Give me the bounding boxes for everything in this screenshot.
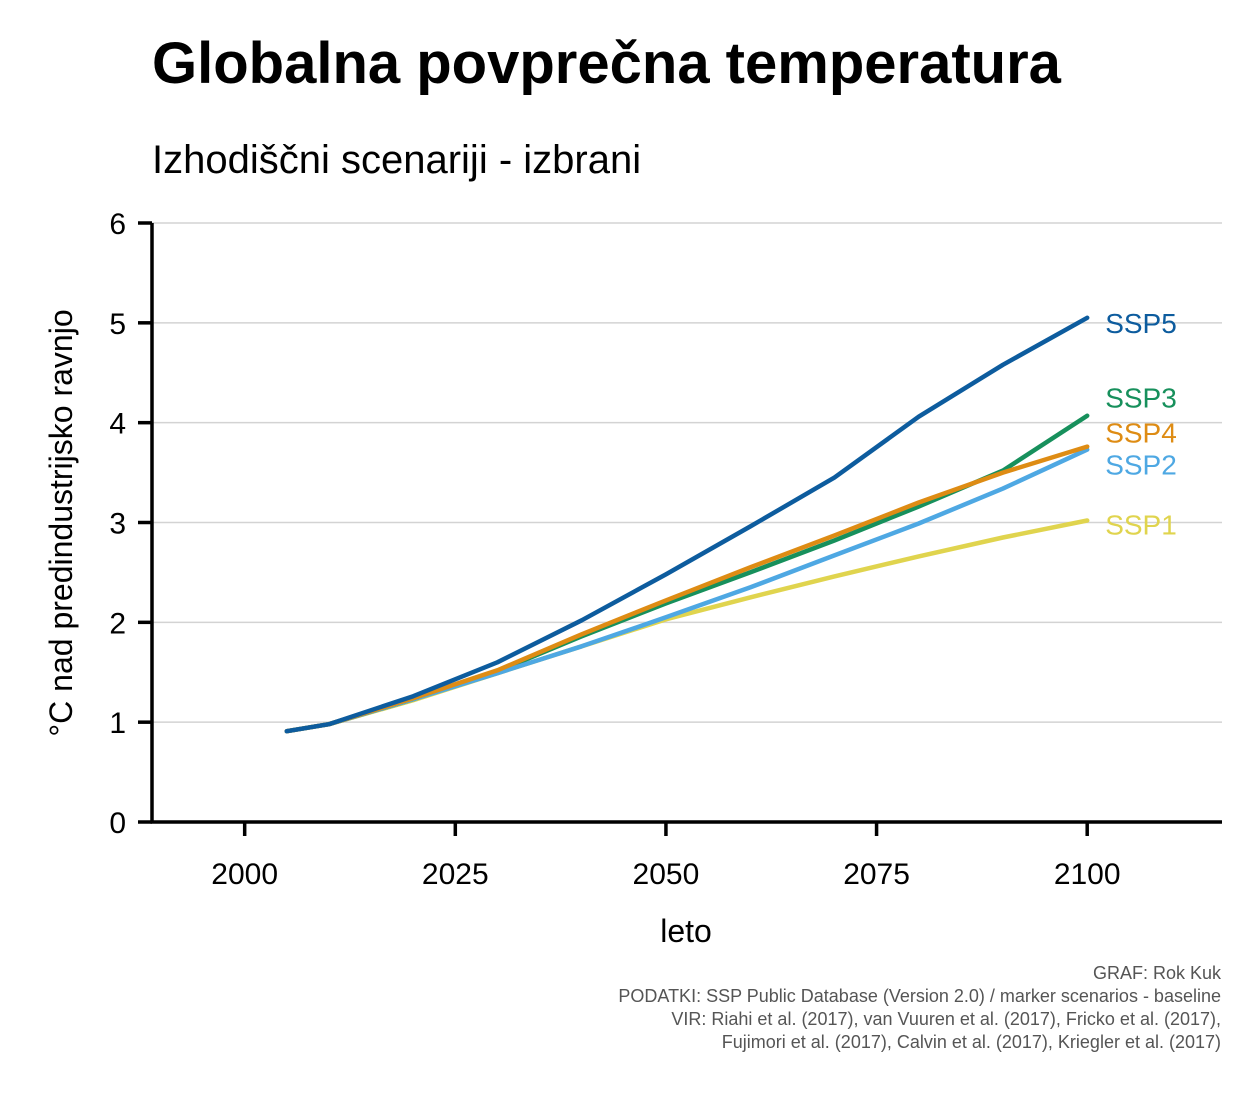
series-label-ssp3: SSP3 [1105, 383, 1177, 414]
x-tick-label-2000: 2000 [211, 858, 278, 891]
chart-subtitle: Izhodiščni scenariji - izbrani [152, 138, 642, 182]
x-tick-label-2100: 2100 [1054, 858, 1121, 891]
credits: GRAF: Rok Kuk PODATKI: SSP Public Databa… [618, 962, 1221, 1054]
y-tick-label-4: 4 [109, 408, 126, 441]
y-axis-label: °C nad predindustrijsko ravnjo [43, 309, 79, 736]
series-label-ssp2: SSP2 [1105, 450, 1177, 481]
y-tick-label-0: 0 [109, 807, 126, 840]
x-tick-label-2050: 2050 [633, 858, 700, 891]
y-tick-label-2: 2 [109, 607, 126, 640]
x-tick-label-2075: 2075 [843, 858, 910, 891]
y-tick-label-1: 1 [109, 707, 126, 740]
y-tick-label-3: 3 [109, 508, 126, 541]
series-line-ssp4 [284, 444, 1090, 734]
credit-source-2: Fujimori et al. (2017), Calvin et al. (2… [721, 1032, 1221, 1052]
series-lines [284, 315, 1090, 734]
chart-title: Globalna povprečna temperatura [152, 31, 1061, 96]
y-tick-label-5: 5 [109, 308, 126, 341]
series-label-ssp4: SSP4 [1105, 418, 1177, 449]
x-tick-label-2025: 2025 [422, 858, 489, 891]
series-label-ssp5: SSP5 [1105, 308, 1177, 339]
series-line-ssp5 [284, 315, 1090, 734]
series-line-ssp3 [284, 413, 1090, 734]
axes [138, 221, 1222, 836]
credit-source-1: VIR: Riahi et al. (2017), van Vuuren et … [671, 1009, 1221, 1029]
credit-author: GRAF: Rok Kuk [1092, 963, 1221, 983]
series-label-ssp1: SSP1 [1105, 509, 1177, 540]
grid-lines [152, 222, 1222, 723]
x-axis-label: leto [660, 913, 712, 949]
tick-labels: 0 1 2 3 4 5 6 2000 2025 2050 2075 2100 [109, 208, 1120, 891]
y-tick-label-6: 6 [109, 208, 126, 241]
credit-data: PODATKI: SSP Public Database (Version 2.… [618, 986, 1221, 1006]
